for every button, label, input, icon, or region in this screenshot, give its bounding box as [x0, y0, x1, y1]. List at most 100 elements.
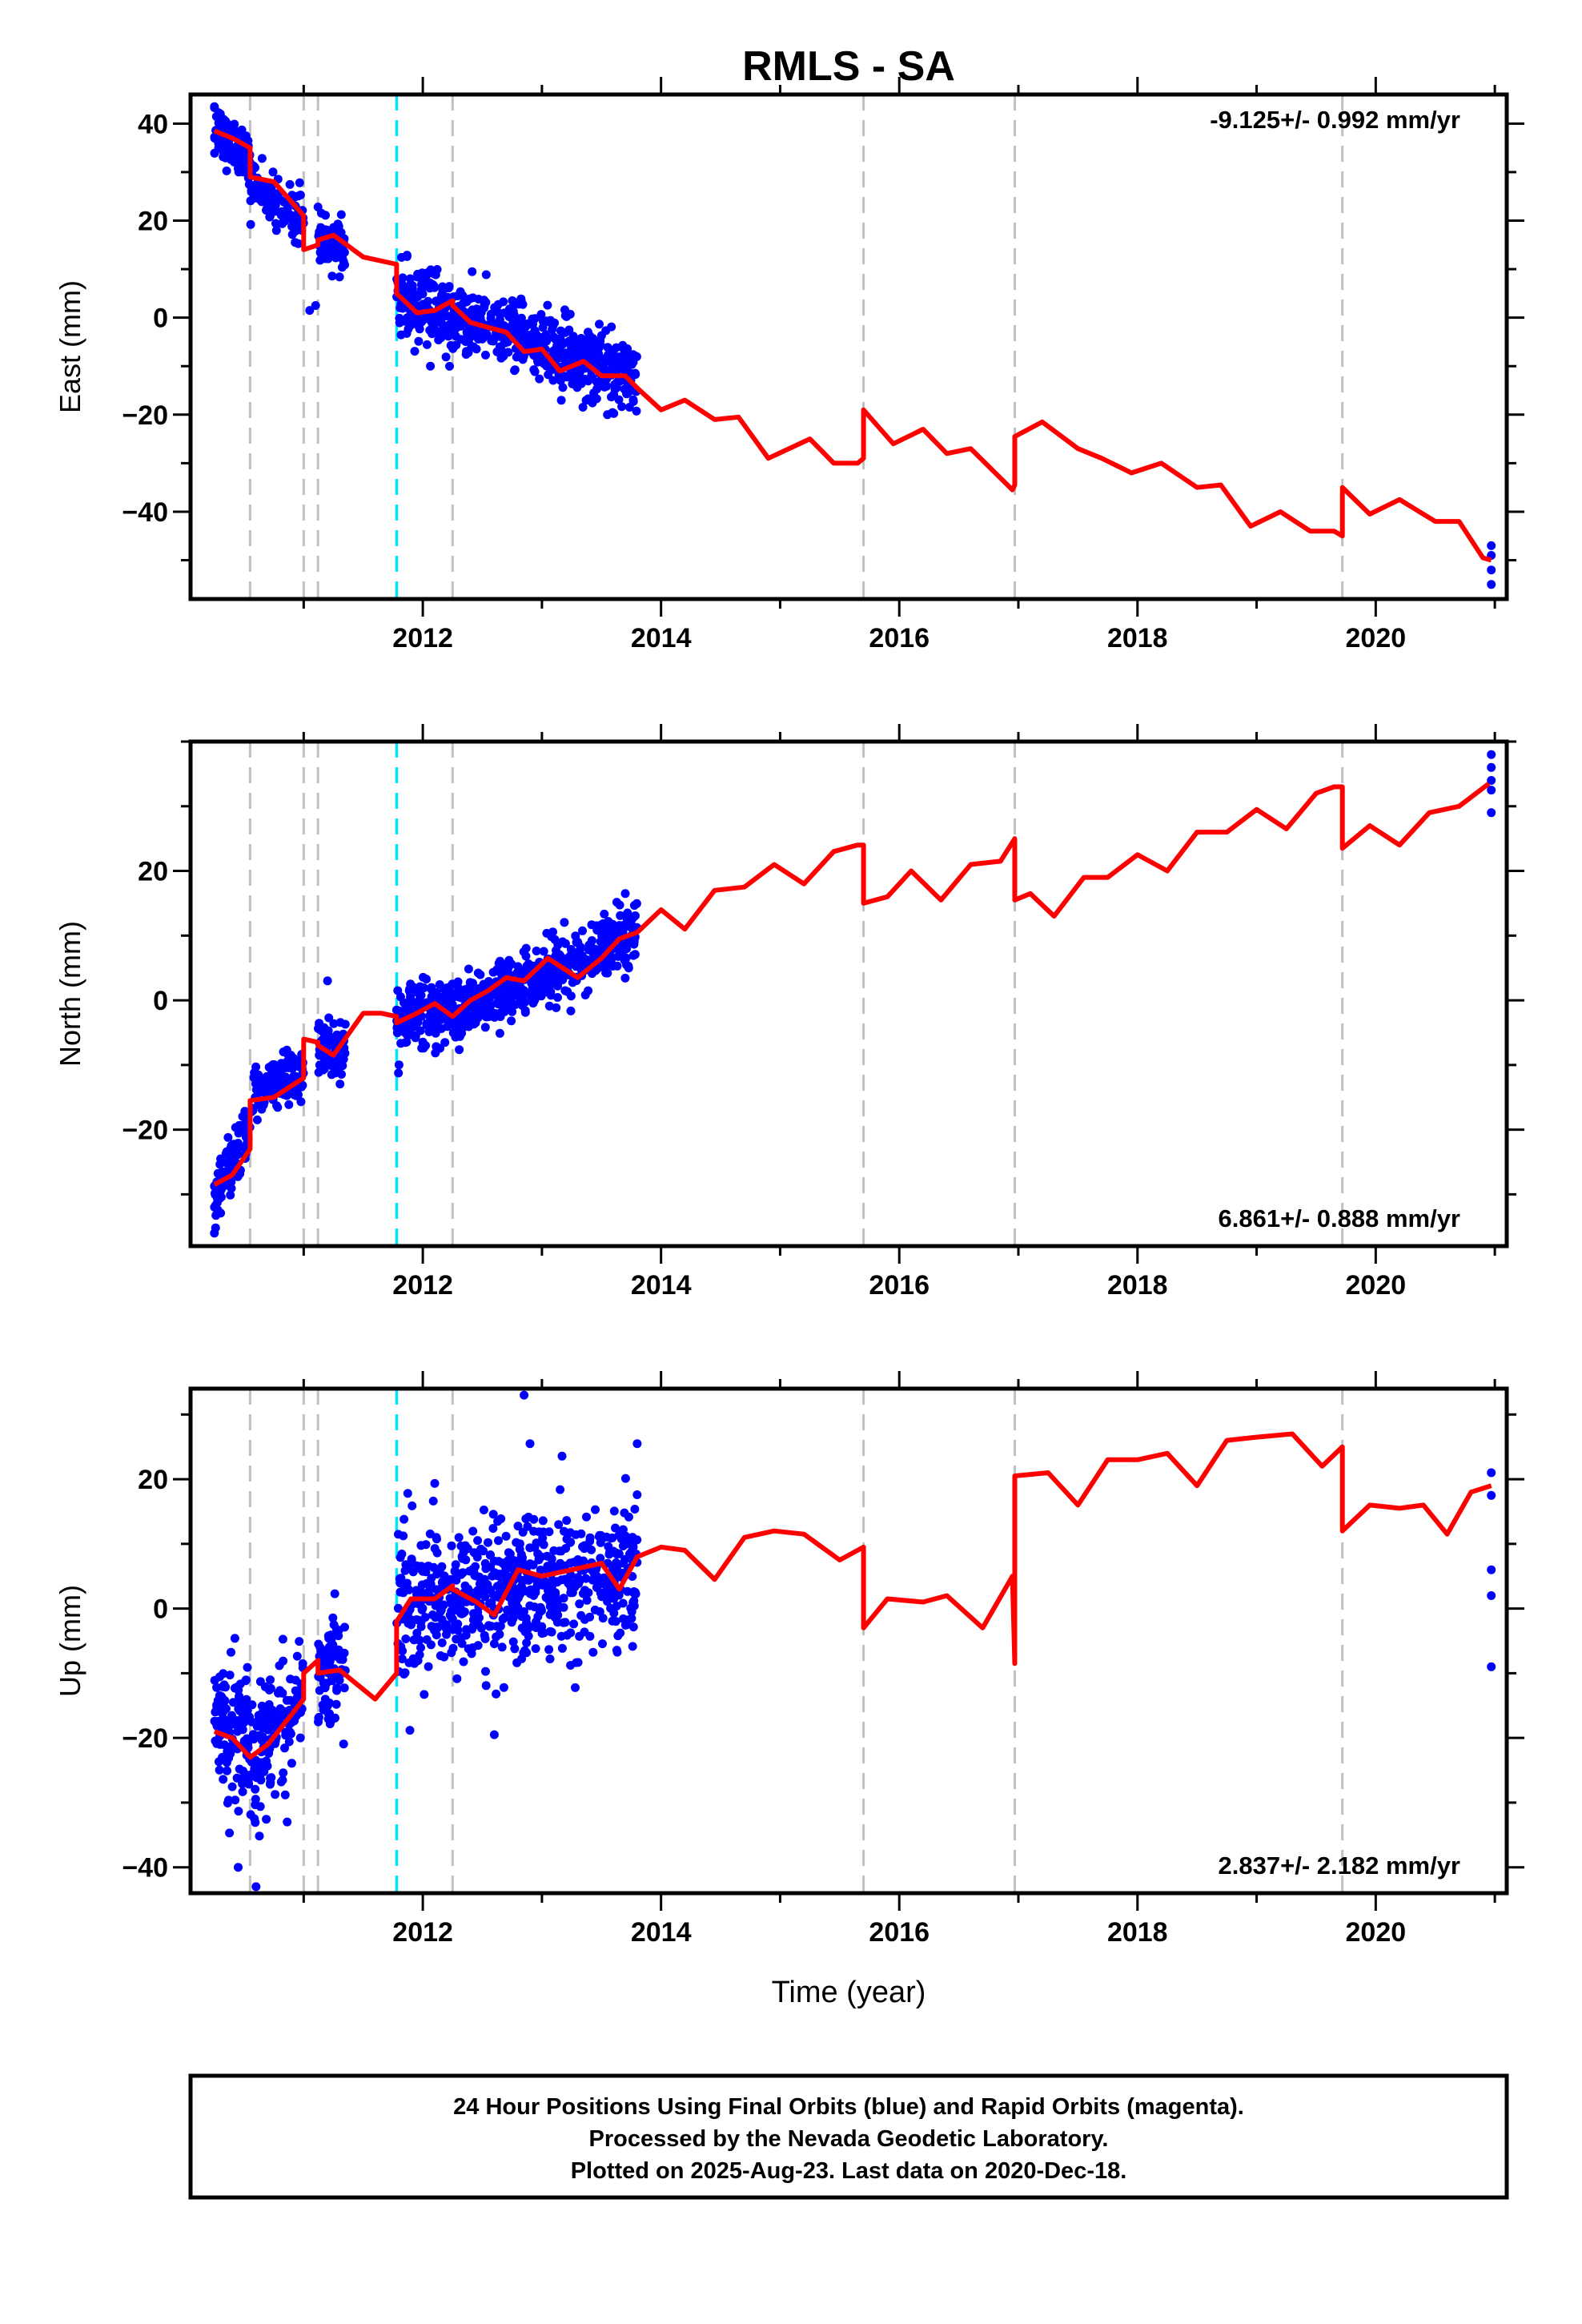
- data-point: [632, 1535, 642, 1545]
- data-point: [520, 1646, 529, 1655]
- data-point: [239, 1718, 249, 1727]
- data-point: [238, 1779, 247, 1788]
- data-point: [1487, 580, 1496, 589]
- data-point: [628, 1642, 637, 1651]
- data-point: [508, 1560, 517, 1570]
- y-axis-label: North (mm): [54, 921, 86, 1067]
- data-point: [263, 1725, 273, 1735]
- data-point: [587, 936, 596, 945]
- data-point: [1487, 1468, 1496, 1478]
- data-point: [544, 1645, 554, 1655]
- data-point: [508, 1007, 517, 1016]
- data-point: [406, 292, 416, 302]
- data-point: [544, 370, 553, 380]
- data-point: [525, 1543, 535, 1553]
- data-point: [464, 348, 473, 357]
- data-point: [542, 987, 552, 997]
- data-point: [498, 963, 508, 972]
- data-point: [500, 1613, 509, 1622]
- data-point: [292, 1651, 302, 1661]
- data-point: [327, 1061, 337, 1071]
- data-point: [321, 1650, 331, 1659]
- data-point: [598, 1614, 608, 1623]
- data-point: [235, 1764, 244, 1774]
- data-point: [417, 1043, 427, 1053]
- data-point: [484, 1538, 492, 1547]
- data-point: [568, 1588, 577, 1598]
- data-point: [227, 155, 235, 164]
- data-point: [536, 1566, 545, 1574]
- data-point: [537, 974, 547, 983]
- data-point: [339, 1739, 348, 1749]
- data-point: [407, 320, 416, 330]
- data-point: [230, 1634, 239, 1643]
- data-point: [278, 1634, 287, 1644]
- data-point: [410, 347, 420, 356]
- data-point: [452, 1634, 461, 1644]
- data-point: [532, 1538, 541, 1548]
- data-point: [211, 1211, 221, 1220]
- data-point: [454, 1533, 464, 1542]
- data-point: [397, 1550, 407, 1558]
- data-point: [558, 383, 568, 392]
- data-point: [524, 1575, 533, 1585]
- data-point: [588, 967, 597, 977]
- data-point: [582, 1512, 591, 1522]
- data-point: [460, 1581, 470, 1590]
- data-point: [218, 1682, 227, 1691]
- data-point: [487, 1622, 496, 1631]
- data-point: [448, 344, 458, 353]
- data-point: [428, 1610, 437, 1619]
- data-point: [398, 1647, 408, 1655]
- data-point: [431, 317, 440, 327]
- data-point: [210, 102, 219, 111]
- data-point: [591, 1505, 600, 1514]
- data-point: [219, 152, 228, 162]
- data-point: [592, 921, 601, 931]
- data-point: [596, 1554, 605, 1563]
- data-point: [574, 374, 584, 384]
- data-point: [424, 296, 433, 306]
- data-point: [588, 1647, 598, 1657]
- data-point: [547, 1560, 556, 1570]
- data-point: [419, 313, 428, 323]
- data-point: [598, 1639, 607, 1649]
- data-point: [515, 1539, 524, 1549]
- data-point: [393, 986, 403, 995]
- data-point: [476, 1623, 486, 1633]
- data-point: [431, 1028, 440, 1038]
- data-point: [288, 1063, 297, 1073]
- data-point: [255, 1831, 264, 1841]
- data-point: [524, 320, 534, 329]
- data-point: [316, 228, 326, 238]
- data-point: [232, 1773, 242, 1783]
- data-point: [274, 1688, 283, 1698]
- data-point: [448, 1643, 458, 1653]
- data-point: [628, 1622, 638, 1632]
- data-point: [426, 361, 436, 371]
- data-point: [305, 306, 315, 316]
- data-point: [275, 1709, 285, 1718]
- data-point: [284, 1100, 294, 1109]
- data-point: [485, 1550, 495, 1560]
- data-point: [594, 1532, 604, 1542]
- data-point: [238, 1787, 247, 1796]
- data-point: [234, 1128, 243, 1138]
- data-point: [335, 272, 344, 282]
- data-point: [473, 968, 483, 978]
- data-point: [523, 1522, 532, 1531]
- data-point: [459, 1657, 468, 1667]
- data-point: [286, 1675, 295, 1684]
- data-point: [258, 1758, 267, 1767]
- data-point: [538, 1516, 548, 1526]
- data-point: [266, 1675, 275, 1685]
- plot-area: [191, 742, 1507, 1246]
- data-point: [428, 1496, 438, 1506]
- data-point: [630, 1505, 640, 1514]
- data-point: [566, 350, 576, 360]
- data-point: [464, 964, 473, 974]
- data-point: [239, 1695, 249, 1705]
- data-point: [496, 1622, 505, 1630]
- data-point: [235, 1169, 245, 1179]
- data-point: [311, 301, 320, 310]
